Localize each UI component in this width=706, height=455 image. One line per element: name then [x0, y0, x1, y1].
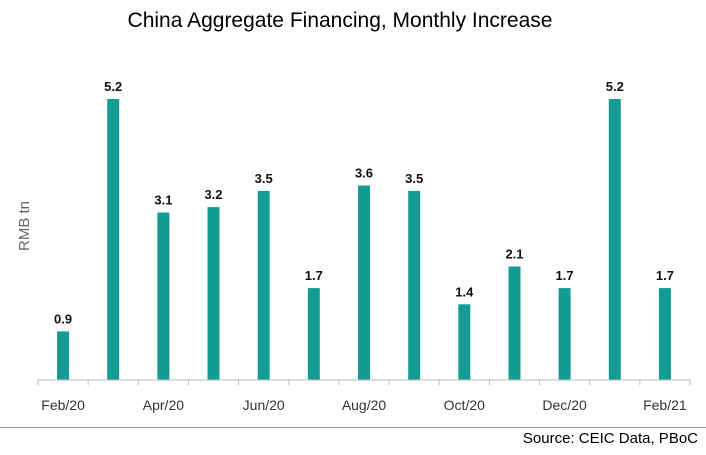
x-tick-label: Aug/20 — [342, 397, 387, 413]
data-label: 1.7 — [305, 268, 323, 283]
bar — [257, 190, 270, 380]
bar — [207, 207, 220, 380]
data-label: 5.2 — [606, 79, 624, 94]
bar — [107, 99, 120, 380]
x-tick-label: Jun/20 — [243, 397, 285, 413]
bar — [307, 288, 320, 380]
data-label: 2.1 — [505, 247, 523, 262]
source-note: Source: CEIC Data, PBoC — [522, 430, 698, 447]
bar — [57, 331, 70, 380]
bar — [157, 212, 170, 380]
bar — [608, 99, 621, 380]
bar — [358, 185, 370, 380]
x-tick-label: Apr/20 — [143, 397, 184, 413]
data-label: 3.1 — [154, 193, 172, 208]
chart-title: China Aggregate Financing, Monthly Incre… — [128, 9, 553, 32]
bar-chart: China Aggregate Financing, Monthly Incre… — [16, 9, 691, 413]
x-ticks-group — [37, 380, 691, 385]
data-label: 3.5 — [255, 171, 273, 186]
x-tick-label: Feb/20 — [41, 397, 85, 413]
x-tick-label: Dec/20 — [542, 397, 587, 413]
bar — [408, 190, 421, 380]
data-label: 0.9 — [54, 311, 72, 326]
bar — [658, 288, 671, 380]
bar — [558, 288, 571, 380]
y-axis-label: RMB tn — [16, 201, 33, 251]
x-tick-labels-group: Feb/20 Apr/20 Jun/20 Aug/20 Oct/20 Dec/20 Feb/… — [41, 397, 687, 413]
data-label: 1.7 — [656, 268, 674, 283]
data-label: 1.7 — [556, 268, 574, 283]
data-label: 3.6 — [355, 166, 373, 181]
bar — [508, 266, 521, 380]
data-label: 3.5 — [405, 171, 423, 186]
data-label: 1.4 — [455, 284, 474, 299]
bar — [458, 304, 471, 380]
bars-group: 0.9 5.2 3.1 3.2 3.5 1.7 3.6 3.5 1.4 2.1 1.7 5.2 1.7 — [54, 79, 674, 380]
data-label: 3.2 — [204, 187, 222, 202]
x-tick-label: Feb/21 — [643, 397, 687, 413]
source-divider — [0, 427, 706, 428]
data-label: 5.2 — [104, 79, 122, 94]
x-tick-label: Oct/20 — [444, 397, 485, 413]
